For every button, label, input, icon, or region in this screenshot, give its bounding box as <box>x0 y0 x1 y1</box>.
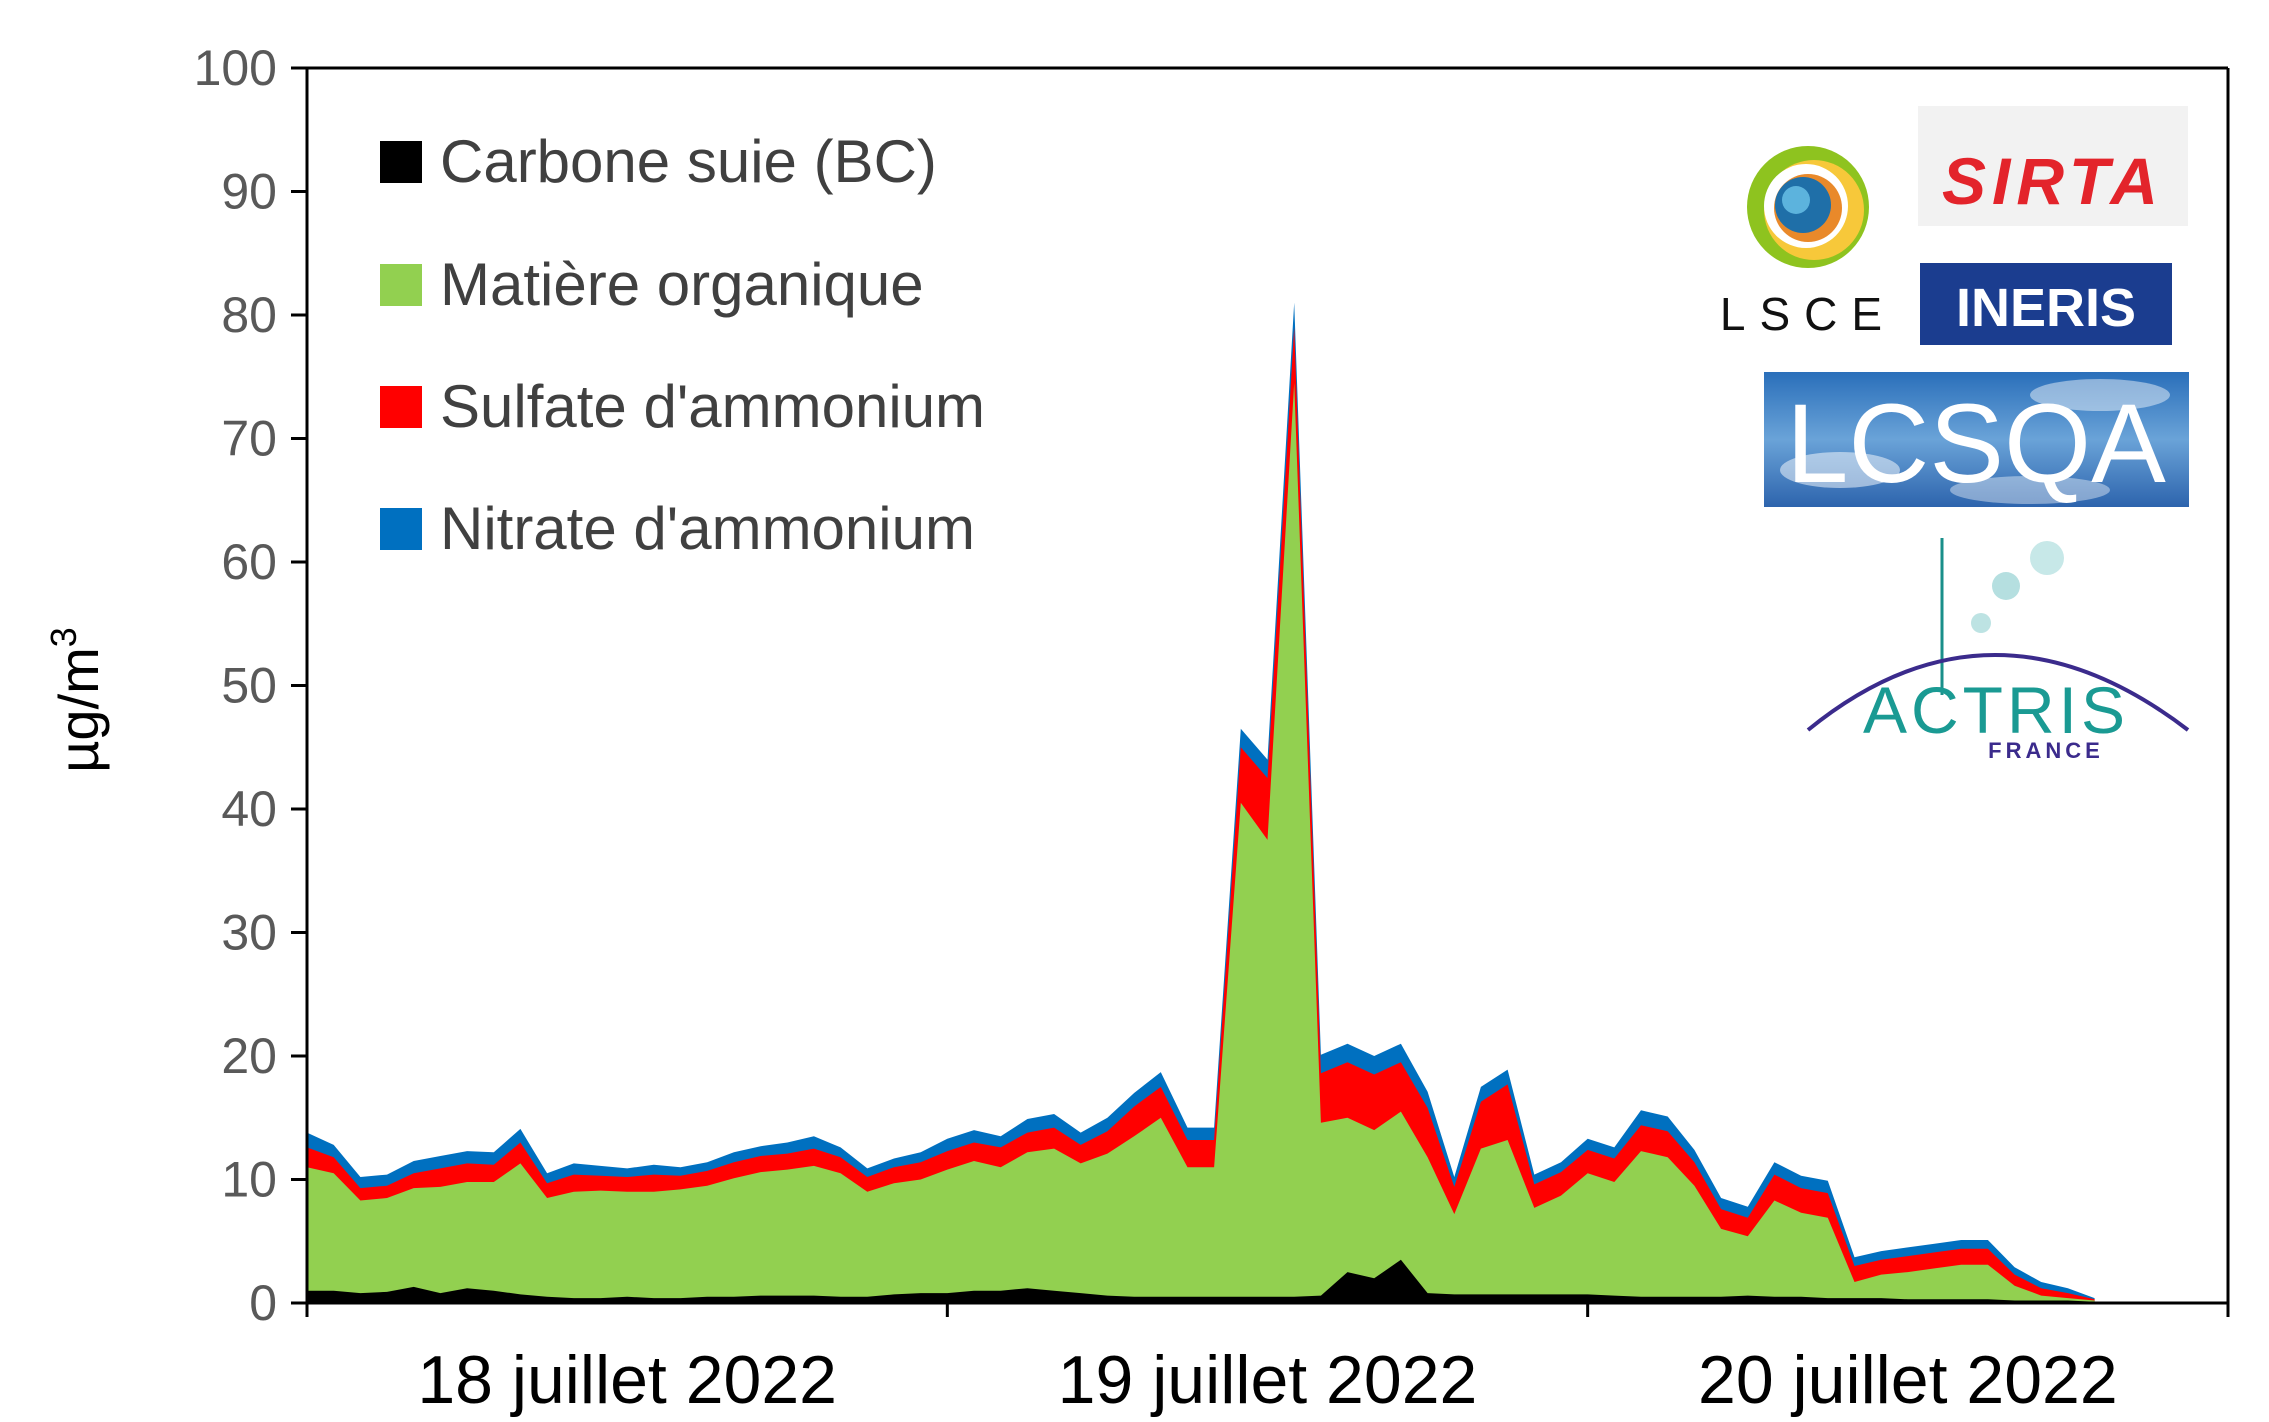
logo-actris-text: ACTRIS <box>1863 673 2129 747</box>
legend-swatch-om <box>380 264 422 306</box>
legend-label-om: Matière organique <box>440 251 924 318</box>
area-carbone-suie-bc- <box>307 1259 2095 1303</box>
y-tick-label: 40 <box>221 781 277 837</box>
logo-ineris-text: INERIS <box>1956 278 2136 338</box>
y-tick-label: 20 <box>221 1028 277 1084</box>
logo-sirta-text: SIRTA <box>1942 144 2164 218</box>
legend-label-bc: Carbone suie (BC) <box>440 128 937 195</box>
x-tick-label: 19 juillet 2022 <box>1058 1342 1478 1418</box>
y-tick-label: 30 <box>221 905 277 961</box>
logo-actris: ACTRIS FRANCE <box>1806 538 2190 763</box>
y-tick-group: 0 10 20 30 40 50 60 70 80 90 100 <box>194 40 307 1331</box>
y-axis-label: µg/m3 <box>43 627 110 773</box>
logo-lcsqa: LCSQA <box>1764 372 2189 507</box>
logo-lsce: LSCE <box>1720 146 1896 340</box>
legend-label-sulfate: Sulfate d'ammonium <box>440 373 985 440</box>
x-tick-label: 20 juillet 2022 <box>1698 1342 2118 1418</box>
y-tick-label: 70 <box>221 411 277 467</box>
legend-swatch-nitrate <box>380 508 422 550</box>
y-tick-label: 90 <box>221 164 277 220</box>
x-tick-group: 18 juillet 2022 19 juillet 2022 20 juillet… <box>305 1303 2230 1418</box>
y-tick-label: 0 <box>249 1275 277 1331</box>
area-series-group <box>307 302 2095 1304</box>
logo-ineris: INERIS <box>1920 263 2172 345</box>
logo-actris-sub: FRANCE <box>1988 738 2104 763</box>
y-tick-label: 100 <box>194 40 277 96</box>
y-tick-label: 60 <box>221 534 277 590</box>
legend-swatch-sulfate <box>380 386 422 428</box>
x-tick-label: 18 juillet 2022 <box>417 1342 837 1418</box>
logo-lcsqa-text: LCSQA <box>1786 381 2166 506</box>
y-tick-label: 80 <box>221 287 277 343</box>
logo-sirta: SIRTA <box>1918 106 2188 226</box>
legend: Carbone suie (BC) Matière organique Sulf… <box>380 128 985 562</box>
legend-label-nitrate: Nitrate d'ammonium <box>440 495 975 562</box>
y-tick-label: 50 <box>221 658 277 714</box>
area-mati-re-organique <box>307 382 2095 1303</box>
legend-swatch-bc <box>380 141 422 183</box>
logo-lsce-text: LSCE <box>1720 288 1896 340</box>
y-tick-label: 10 <box>221 1152 277 1208</box>
